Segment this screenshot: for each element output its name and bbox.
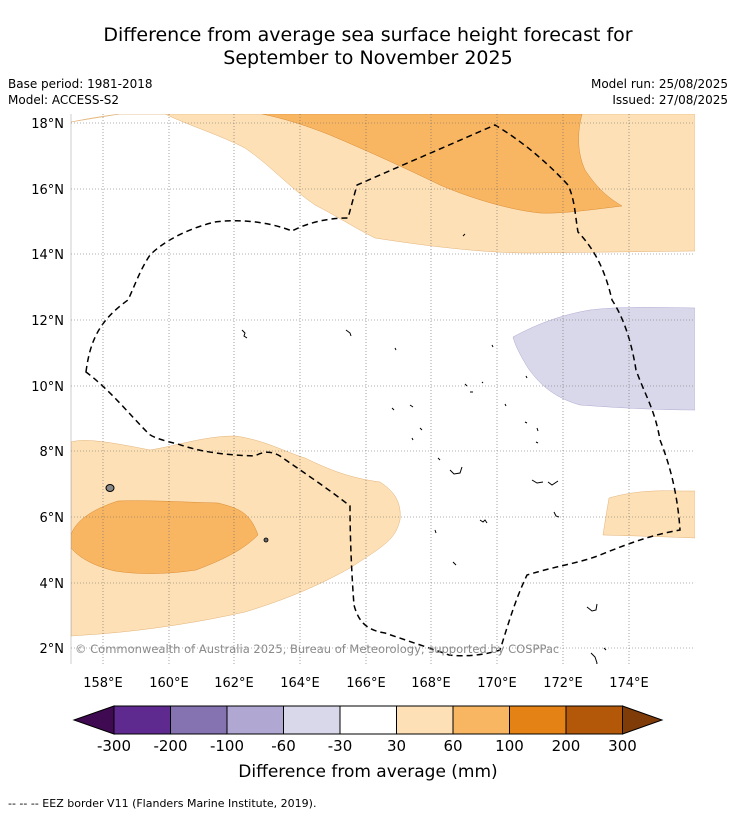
map-title-line-1: Difference from average sea surface heig…	[103, 24, 633, 46]
lon-tick-label: 158°E	[83, 676, 123, 691]
colorbar-swatch	[226, 705, 284, 735]
graticule	[71, 114, 695, 664]
map-title-line-2: September to November 2025	[223, 47, 513, 69]
lat-tick-label: 12°N	[31, 314, 64, 329]
lat-tick-label: 2°N	[40, 642, 65, 657]
eez-border	[85, 124, 681, 657]
lat-tick-label: 16°N	[31, 183, 64, 198]
lon-tick-label: 168°E	[411, 676, 451, 691]
colorbar-extend-high	[622, 705, 664, 735]
colorbar: -300 -200 -100 -60 -30 30 60 100 200 300	[72, 705, 664, 755]
lat-tick-label: 10°N	[31, 380, 64, 395]
colorbar-swatch	[396, 705, 454, 735]
lon-tick-label: 166°E	[346, 676, 386, 691]
model-name: Model: ACCESS-S2	[8, 93, 120, 107]
colorbar-tick-label: 30	[387, 737, 406, 755]
colorbar-tick-label: 60	[443, 737, 462, 755]
colorbar-tick-label: 200	[552, 737, 581, 755]
lon-tick-label: 170°E	[477, 676, 517, 691]
longitude-labels: 158°E 160°E 162°E 164°E 166°E 168°E 170°E 172°E…	[83, 676, 649, 691]
lat-tick-label: 6°N	[40, 511, 65, 526]
lat-tick-label: 18°N	[31, 117, 64, 132]
lon-tick-label: 160°E	[149, 676, 189, 691]
copyright-notice: © Commonwealth of Australia 2025, Bureau…	[75, 642, 559, 656]
colorbar-swatch	[509, 705, 567, 735]
island-marker	[105, 484, 115, 492]
colorbar-swatch	[339, 705, 397, 735]
colorbar-swatch	[565, 705, 623, 735]
lon-tick-label: 162°E	[214, 676, 254, 691]
colorbar-extend-low	[72, 705, 115, 735]
anomaly-60-100-north	[261, 114, 623, 214]
colorbar-title: Difference from average (mm)	[238, 762, 498, 782]
anomaly-30-60-east	[602, 490, 695, 539]
base-period: Base period: 1981-2018	[8, 77, 153, 91]
latitude-labels: 18°N 16°N 14°N 12°N 10°N 8°N 6°N 4°N 2°N	[31, 117, 64, 657]
colorbar-tick-label: 100	[495, 737, 524, 755]
colorbar-swatch	[283, 705, 341, 735]
lon-tick-label: 174°E	[609, 676, 649, 691]
lat-tick-label: 8°N	[40, 445, 65, 460]
lon-tick-label: 164°E	[280, 676, 320, 691]
colorbar-swatch	[452, 705, 510, 735]
lat-tick-label: 14°N	[31, 248, 64, 263]
colorbar-tick-label: -30	[328, 737, 353, 755]
colorbar-tick-label: 300	[608, 737, 637, 755]
lat-tick-label: 4°N	[40, 577, 65, 592]
model-run: Model run: 25/08/2025	[590, 77, 728, 91]
colorbar-tick-label: -100	[210, 737, 244, 755]
atoll-outlines	[241, 233, 607, 664]
colorbar-swatch	[113, 705, 171, 735]
anomaly-60-100-south	[71, 500, 259, 574]
colorbar-tick-label: -300	[97, 737, 131, 755]
anomaly-negative-east	[512, 307, 695, 411]
issued-date: Issued: 27/08/2025	[612, 93, 728, 107]
eez-footnote: -- -- -- EEZ border V11 (Flanders Marine…	[8, 797, 317, 810]
island-marker	[263, 537, 269, 543]
colorbar-tick-label: -60	[271, 737, 296, 755]
lon-tick-label: 172°E	[543, 676, 583, 691]
colorbar-swatch	[170, 705, 228, 735]
colorbar-tick-label: -200	[153, 737, 187, 755]
